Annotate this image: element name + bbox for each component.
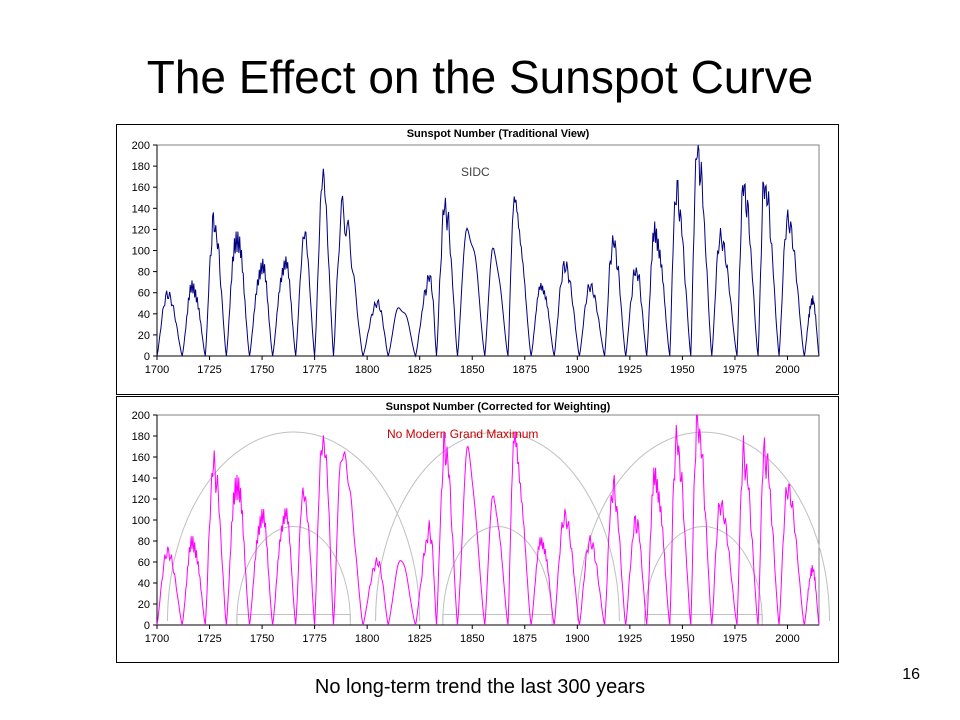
guide-arc-4 [576, 431, 831, 622]
chart-annotation: SIDC [461, 165, 490, 179]
x-tick-label: 2000 [775, 633, 799, 645]
y-tick-label: 20 [138, 330, 150, 342]
y-tick-label: 120 [132, 224, 150, 236]
corrected-sunspot-chart: Sunspot Number (Corrected for Weighting)… [116, 396, 839, 663]
guide-arc-5 [644, 526, 763, 622]
x-tick-label: 1775 [302, 364, 326, 376]
x-tick-label: 2000 [775, 364, 799, 376]
y-tick-label: 60 [138, 288, 150, 300]
y-tick-label: 40 [138, 309, 150, 321]
x-tick-label: 1800 [355, 364, 379, 376]
guide-arc-3 [442, 526, 553, 622]
y-tick-label: 80 [138, 267, 150, 279]
x-tick-label: 1950 [670, 364, 694, 376]
x-tick-label: 1825 [407, 364, 431, 376]
x-tick-label: 1700 [145, 364, 169, 376]
y-tick-label: 80 [138, 536, 150, 548]
sunspot-series-line [156, 414, 820, 626]
x-tick-label: 1725 [197, 633, 221, 645]
x-tick-label: 1850 [460, 633, 484, 645]
x-tick-label: 1900 [565, 633, 589, 645]
corrected-chart-svg: Sunspot Number (Corrected for Weighting)… [132, 401, 831, 645]
x-tick-label: 1925 [618, 364, 642, 376]
guide-arc-2 [375, 431, 620, 622]
y-tick-label: 160 [132, 452, 150, 464]
x-tick-label: 1850 [460, 364, 484, 376]
x-tick-label: 1800 [355, 633, 379, 645]
page-number: 16 [902, 666, 920, 683]
x-tick-label: 1900 [565, 364, 589, 376]
y-tick-label: 120 [132, 494, 150, 506]
x-tick-label: 1775 [302, 633, 326, 645]
chart-annotation: No Modern Grand Maximum [387, 427, 538, 441]
y-tick-label: 0 [144, 351, 150, 363]
y-tick-label: 200 [132, 410, 150, 422]
y-tick-label: 20 [138, 599, 150, 611]
y-tick-label: 40 [138, 578, 150, 590]
traditional-chart-svg: Sunspot Number (Traditional View) 0 20 40 60… [132, 128, 820, 376]
x-tick-label: 1700 [145, 633, 169, 645]
traditional-sunspot-chart: Sunspot Number (Traditional View) 0 20 40 60… [116, 124, 839, 395]
plot-area [156, 144, 820, 357]
y-tick-label: 180 [132, 161, 150, 173]
x-tick-label: 1950 [670, 633, 694, 645]
chart-title: Sunspot Number (Corrected for Weighting) [386, 401, 611, 413]
guide-arc-0 [167, 431, 421, 622]
y-tick-label: 60 [138, 557, 150, 569]
x-tick-label: 1925 [618, 633, 642, 645]
y-tick-label: 180 [132, 431, 150, 443]
x-tick-label: 1875 [513, 364, 537, 376]
x-tick-label: 1975 [723, 633, 747, 645]
y-tick-label: 140 [132, 203, 150, 215]
x-tick-label: 1975 [723, 364, 747, 376]
sunspot-series-line [156, 144, 820, 358]
y-tick-label: 100 [132, 515, 150, 527]
y-tick-label: 200 [132, 140, 150, 152]
x-tick-label: 1825 [407, 633, 431, 645]
y-tick-label: 0 [144, 620, 150, 632]
slide-caption: No long-term trend the last 300 years [314, 676, 646, 698]
guide-arc-1 [236, 526, 351, 622]
slide-title: The Effect on the Sunspot Curve [146, 51, 814, 103]
y-tick-label: 140 [132, 473, 150, 485]
chart-title: Sunspot Number (Traditional View) [407, 128, 590, 140]
plot-area [156, 414, 820, 626]
x-tick-label: 1725 [197, 364, 221, 376]
x-tick-label: 1875 [513, 633, 537, 645]
y-tick-label: 100 [132, 246, 150, 258]
x-tick-label: 1750 [250, 364, 274, 376]
y-tick-label: 160 [132, 182, 150, 194]
x-tick-label: 1750 [250, 633, 274, 645]
